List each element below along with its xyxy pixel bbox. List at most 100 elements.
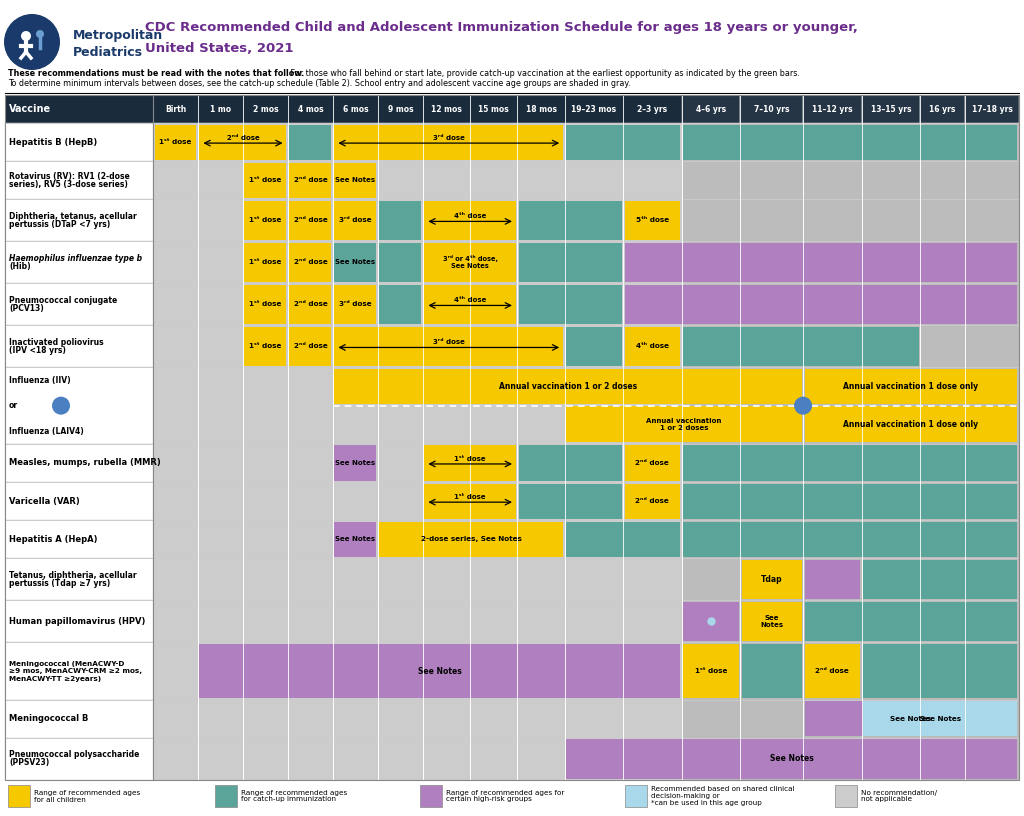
Bar — [683, 602, 738, 641]
Text: See Notes: See Notes — [336, 460, 376, 466]
Bar — [682, 199, 740, 242]
Bar — [198, 642, 243, 700]
Bar — [682, 700, 740, 738]
Bar — [333, 700, 378, 738]
Text: 2ⁿᵈ dose: 2ⁿᵈ dose — [294, 177, 328, 184]
Bar — [741, 602, 802, 641]
Bar — [566, 521, 680, 557]
Bar — [682, 367, 740, 444]
Bar — [290, 327, 332, 366]
Text: Pneumococcal polysaccharide: Pneumococcal polysaccharide — [9, 751, 139, 760]
Bar — [243, 326, 288, 367]
Bar — [378, 700, 423, 738]
Text: 3ʳᵈ or 4ᵗʰ dose,
See Notes: 3ʳᵈ or 4ᵗʰ dose, See Notes — [442, 255, 498, 269]
Bar — [805, 644, 860, 698]
Text: 11–12 yrs: 11–12 yrs — [812, 104, 853, 113]
Bar — [740, 558, 803, 601]
Bar — [243, 162, 288, 199]
Bar — [153, 199, 198, 242]
Text: or: or — [9, 401, 18, 410]
Text: Range of recommended ages for
certain high-risk groups: Range of recommended ages for certain hi… — [446, 790, 564, 802]
Bar — [965, 700, 1019, 738]
Bar — [335, 369, 802, 404]
Text: 2ⁿᵈ dose: 2ⁿᵈ dose — [636, 460, 670, 466]
Bar — [519, 484, 622, 519]
Bar — [741, 560, 802, 599]
Bar — [861, 326, 920, 367]
Text: 1ˢᵗ dose: 1ˢᵗ dose — [249, 344, 282, 349]
Bar — [683, 327, 919, 366]
Bar — [288, 123, 333, 162]
Bar — [683, 644, 738, 698]
Bar — [519, 446, 622, 481]
Bar — [965, 242, 1019, 283]
Bar — [965, 283, 1019, 326]
Bar — [965, 444, 1019, 482]
Text: 2ⁿᵈ dose: 2ⁿᵈ dose — [815, 668, 849, 674]
Bar — [243, 242, 288, 283]
Bar — [517, 521, 564, 558]
Bar — [420, 785, 442, 807]
Bar — [153, 521, 198, 558]
Text: Tdap: Tdap — [761, 575, 782, 584]
Text: pertussis (DTaP <7 yrs): pertussis (DTaP <7 yrs) — [9, 220, 111, 229]
Bar — [378, 199, 423, 242]
Bar — [682, 283, 740, 326]
Text: 2ⁿᵈ dose: 2ⁿᵈ dose — [294, 217, 328, 224]
Bar — [5, 283, 153, 326]
Bar — [5, 601, 153, 642]
Bar — [519, 243, 622, 282]
Bar — [517, 482, 564, 521]
Bar — [920, 738, 965, 780]
Bar — [965, 123, 1019, 162]
Text: See Notes: See Notes — [920, 716, 961, 722]
Bar — [290, 125, 332, 160]
Bar — [625, 785, 647, 807]
Bar — [920, 367, 965, 444]
Bar — [624, 367, 682, 444]
Bar — [517, 326, 564, 367]
Bar — [682, 162, 740, 199]
Bar — [564, 601, 624, 642]
Circle shape — [794, 397, 812, 415]
Bar — [200, 644, 680, 698]
Bar — [424, 201, 516, 240]
Text: Influenza (LAIV4): Influenza (LAIV4) — [9, 427, 84, 436]
Bar — [470, 199, 517, 242]
Bar — [517, 700, 564, 738]
Bar — [863, 644, 1018, 698]
Bar — [245, 243, 287, 282]
Bar — [290, 285, 332, 324]
Bar — [920, 482, 965, 521]
Text: See Notes: See Notes — [891, 716, 932, 722]
Bar — [378, 558, 423, 601]
Bar — [243, 642, 288, 700]
Text: 3ʳᵈ dose: 3ʳᵈ dose — [433, 339, 465, 345]
Bar — [803, 242, 861, 283]
Bar — [920, 700, 965, 738]
Bar — [861, 738, 920, 780]
Bar — [243, 700, 288, 738]
Text: Annual vaccination 1 or 2 doses: Annual vaccination 1 or 2 doses — [499, 382, 637, 391]
Bar — [682, 444, 740, 482]
Bar — [5, 558, 153, 601]
Bar — [378, 162, 423, 199]
Bar — [333, 283, 378, 326]
Bar — [200, 125, 287, 160]
Bar — [198, 199, 243, 242]
Bar — [5, 123, 153, 162]
Bar — [861, 199, 920, 242]
Text: Hepatitis A (HepA): Hepatitis A (HepA) — [9, 534, 97, 543]
Bar — [517, 283, 564, 326]
Bar — [333, 482, 378, 521]
Text: 2ⁿᵈ dose: 2ⁿᵈ dose — [294, 259, 328, 265]
Bar — [624, 242, 682, 283]
Text: See Notes: See Notes — [418, 667, 462, 676]
Text: 3ʳᵈ dose: 3ʳᵈ dose — [339, 301, 372, 308]
Text: pertussis (Tdap ≥7 yrs): pertussis (Tdap ≥7 yrs) — [9, 579, 111, 588]
Text: Tetanus, diphtheria, acellular: Tetanus, diphtheria, acellular — [9, 571, 136, 580]
Bar — [243, 738, 288, 780]
Bar — [378, 642, 423, 700]
Text: 4ᵗʰ dose: 4ᵗʰ dose — [454, 298, 486, 304]
Bar — [378, 367, 423, 444]
